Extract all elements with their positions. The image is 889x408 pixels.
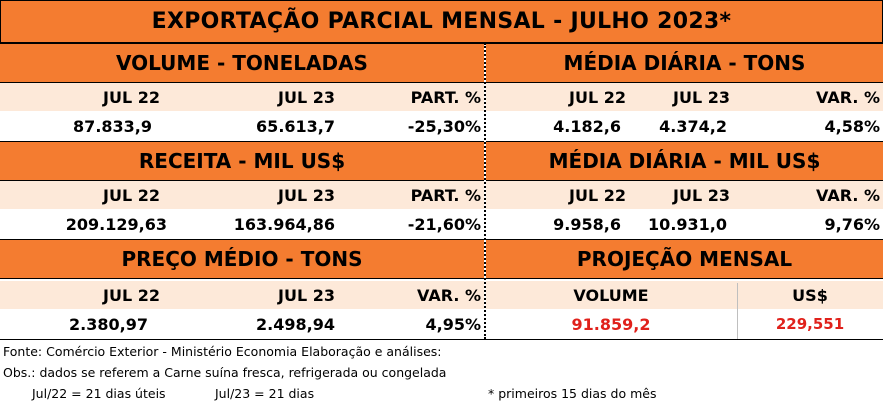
- projecao-heading: PROJEÇÃO MENSAL: [486, 239, 883, 279]
- volume-jul23-value: 65.613,7: [256, 116, 335, 136]
- media-usd-jul22-value: 9.958,6: [553, 214, 621, 234]
- media-tons-jul23-value: 4.374,2: [659, 116, 727, 136]
- media-usd-var-value: 9,76%: [824, 214, 880, 234]
- projecao-col-usd: US$: [792, 285, 828, 305]
- projecao-value-row: 91.859,2 229,551: [486, 310, 883, 338]
- footer-note: * primeiros 15 dias do mês: [488, 386, 657, 401]
- receita-col-part: PART. %: [410, 185, 481, 205]
- media-tons-heading: MÉDIA DIÁRIA - TONS: [486, 43, 883, 83]
- preco-col-var: VAR. %: [417, 285, 481, 305]
- footer-obs: Obs.: dados se referem a Carne suína fre…: [3, 365, 447, 380]
- receita-jul22-value: 209.129,63: [65, 214, 167, 234]
- footer-days-jul22: Jul/22 = 21 dias úteis: [32, 386, 166, 401]
- receita-part-value: -21,60%: [407, 214, 481, 234]
- receita-heading: RECEITA - MIL US$: [0, 141, 484, 181]
- media-tons-col-jul23: JUL 23: [673, 87, 730, 107]
- media-usd-col-jul22: JUL 22: [569, 185, 626, 205]
- volume-col-part: PART. %: [410, 87, 481, 107]
- table-bottom-border: [0, 339, 883, 340]
- projecao-col-volume: VOLUME: [573, 285, 649, 305]
- volume-header-row: JUL 22 JUL 23 PART. %: [0, 83, 484, 111]
- preco-col-jul23: JUL 23: [278, 285, 335, 305]
- receita-col-jul23: JUL 23: [278, 185, 335, 205]
- volume-part-value: -25,30%: [407, 116, 481, 136]
- media-tons-col-jul22: JUL 22: [569, 87, 626, 107]
- projecao-usd-value: 229,551: [775, 315, 845, 333]
- preco-jul22-value: 2.380,97: [69, 314, 148, 334]
- media-tons-jul22-value: 4.182,6: [553, 116, 621, 136]
- media-usd-header-row: JUL 22 JUL 23 VAR. %: [486, 181, 883, 209]
- preco-header-row: JUL 22 JUL 23 VAR. %: [0, 281, 484, 309]
- receita-col-jul22: JUL 22: [103, 185, 160, 205]
- volume-col-jul22: JUL 22: [103, 87, 160, 107]
- preco-col-jul22: JUL 22: [103, 285, 160, 305]
- media-usd-heading: MÉDIA DIÁRIA - MIL US$: [486, 141, 883, 181]
- media-usd-col-jul23: JUL 23: [673, 185, 730, 205]
- table-title: EXPORTAÇÃO PARCIAL MENSAL - JULHO 2023*: [0, 0, 883, 43]
- preco-jul23-value: 2.498,94: [256, 314, 335, 334]
- volume-value-row: 87.833,9 65.613,7 -25,30%: [0, 112, 484, 140]
- volume-heading: VOLUME - TONELADAS: [0, 43, 484, 83]
- projecao-divider: [737, 283, 738, 339]
- receita-header-row: JUL 22 JUL 23 PART. %: [0, 181, 484, 209]
- volume-jul22-value: 87.833,9: [73, 116, 152, 136]
- receita-jul23-value: 163.964,86: [233, 214, 335, 234]
- projecao-volume-value: 91.859,2: [571, 314, 651, 334]
- media-tons-col-var: VAR. %: [816, 87, 880, 107]
- footer-source: Fonte: Comércio Exterior - Ministério Ec…: [3, 344, 442, 359]
- preco-value-row: 2.380,97 2.498,94 4,95%: [0, 310, 484, 338]
- media-tons-value-row: 4.182,6 4.374,2 4,58%: [486, 112, 883, 140]
- preco-var-value: 4,95%: [425, 314, 481, 334]
- media-usd-col-var: VAR. %: [816, 185, 880, 205]
- media-tons-header-row: JUL 22 JUL 23 VAR. %: [486, 83, 883, 111]
- footer-days-jul23: Jul/23 = 21 dias: [215, 386, 315, 401]
- projecao-header-row: VOLUME US$: [486, 281, 883, 309]
- receita-value-row: 209.129,63 163.964,86 -21,60%: [0, 210, 484, 238]
- media-usd-jul23-value: 10.931,0: [648, 214, 727, 234]
- column-divider: [484, 43, 486, 339]
- volume-col-jul23: JUL 23: [278, 87, 335, 107]
- preco-heading: PREÇO MÉDIO - TONS: [0, 239, 484, 279]
- media-tons-var-value: 4,58%: [824, 116, 880, 136]
- media-usd-value-row: 9.958,6 10.931,0 9,76%: [486, 210, 883, 238]
